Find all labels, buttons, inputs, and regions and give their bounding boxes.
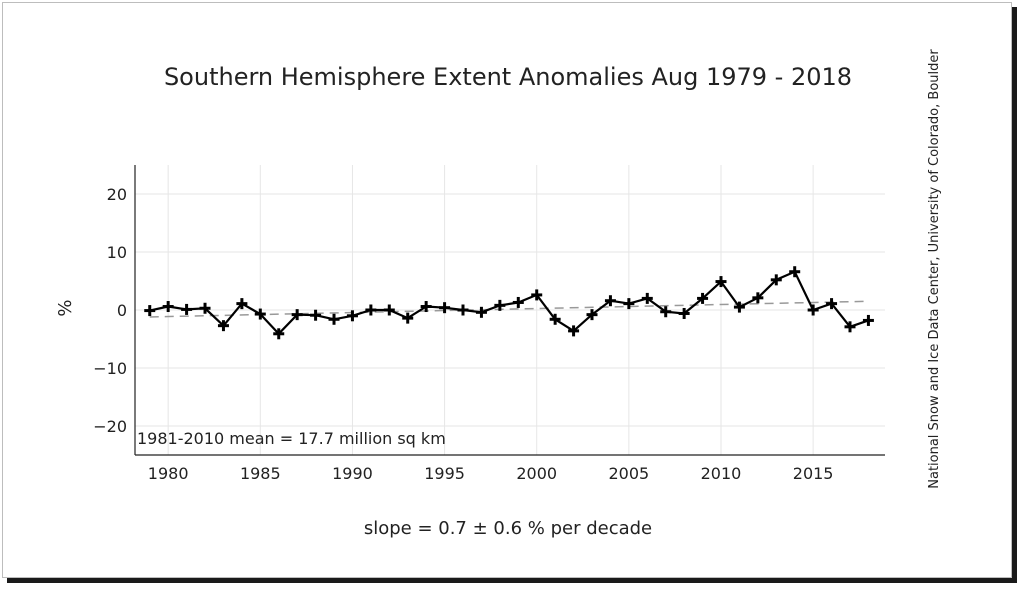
data-point-marker bbox=[310, 309, 322, 321]
data-point-marker bbox=[439, 302, 451, 314]
data-point-marker bbox=[770, 274, 782, 286]
tick-labels: 1980 1985 1990 1995 2000 2005 2010 201520100−10… bbox=[93, 185, 833, 483]
data-point-marker bbox=[494, 299, 506, 311]
chart-title: Southern Hemisphere Extent Anomalies Aug… bbox=[164, 63, 852, 91]
data-point-marker bbox=[512, 296, 524, 308]
y-tick-label: −20 bbox=[93, 417, 127, 436]
data-point-marker bbox=[604, 295, 616, 307]
data-point-marker bbox=[236, 298, 248, 310]
data-point-marker bbox=[475, 306, 487, 318]
data-point-marker bbox=[365, 304, 377, 316]
data-point-marker bbox=[383, 304, 395, 316]
data-point-marker bbox=[346, 310, 358, 322]
data-point-marker bbox=[697, 292, 709, 304]
data-point-marker bbox=[862, 314, 874, 326]
credit-text: National Snow and Ice Data Center, Unive… bbox=[927, 49, 942, 489]
y-tick-label: 20 bbox=[107, 185, 127, 204]
data-point-marker bbox=[826, 298, 838, 310]
x-tick-label: 1985 bbox=[240, 464, 281, 483]
chart-svg: Southern Hemisphere Extent Anomalies Aug… bbox=[55, 49, 942, 539]
data-point-marker bbox=[420, 301, 432, 313]
data-point-marker bbox=[678, 307, 690, 319]
y-tick-label: 10 bbox=[107, 243, 127, 262]
x-tick-label: 1990 bbox=[332, 464, 373, 483]
x-tick-label: 1995 bbox=[424, 464, 465, 483]
data-point-marker bbox=[328, 313, 340, 325]
x-tick-label: 1980 bbox=[148, 464, 189, 483]
x-tick-label: 2015 bbox=[793, 464, 834, 483]
data-point-marker bbox=[273, 328, 285, 340]
y-tick-label: 0 bbox=[117, 301, 127, 320]
data-point-marker bbox=[199, 302, 211, 314]
chart-frame: Southern Hemisphere Extent Anomalies Aug… bbox=[2, 2, 1012, 578]
axes bbox=[134, 165, 885, 456]
grid bbox=[135, 165, 885, 455]
data-point-marker bbox=[623, 298, 635, 310]
data-point-marker bbox=[457, 304, 469, 316]
y-axis-label: % bbox=[55, 299, 76, 316]
data-point-marker bbox=[531, 289, 543, 301]
series-line bbox=[144, 266, 874, 340]
data-point-marker bbox=[254, 308, 266, 320]
data-point-marker bbox=[789, 266, 801, 278]
data-point-marker bbox=[144, 305, 156, 317]
mean-annotation: 1981-2010 mean = 17.7 million sq km bbox=[137, 429, 446, 448]
data-point-marker bbox=[752, 292, 764, 304]
x-tick-label: 2000 bbox=[516, 464, 557, 483]
data-point-marker bbox=[568, 325, 580, 337]
data-point-marker bbox=[402, 312, 414, 324]
data-point-marker bbox=[549, 313, 561, 325]
data-point-marker bbox=[660, 306, 672, 318]
series-polyline bbox=[149, 270, 869, 335]
x-tick-label: 2010 bbox=[701, 464, 742, 483]
data-point-marker bbox=[181, 303, 193, 315]
data-point-marker bbox=[291, 309, 303, 321]
data-point-marker bbox=[844, 321, 856, 333]
data-point-marker bbox=[807, 304, 819, 316]
y-tick-label: −10 bbox=[93, 359, 127, 378]
data-point-marker bbox=[162, 301, 174, 313]
x-tick-label: 2005 bbox=[608, 464, 649, 483]
data-point-marker bbox=[715, 276, 727, 288]
data-point-marker bbox=[733, 301, 745, 313]
x-axis-label: slope = 0.7 ± 0.6 % per decade bbox=[364, 518, 652, 539]
data-point-marker bbox=[586, 309, 598, 321]
data-point-marker bbox=[217, 320, 229, 332]
data-point-marker bbox=[641, 292, 653, 304]
